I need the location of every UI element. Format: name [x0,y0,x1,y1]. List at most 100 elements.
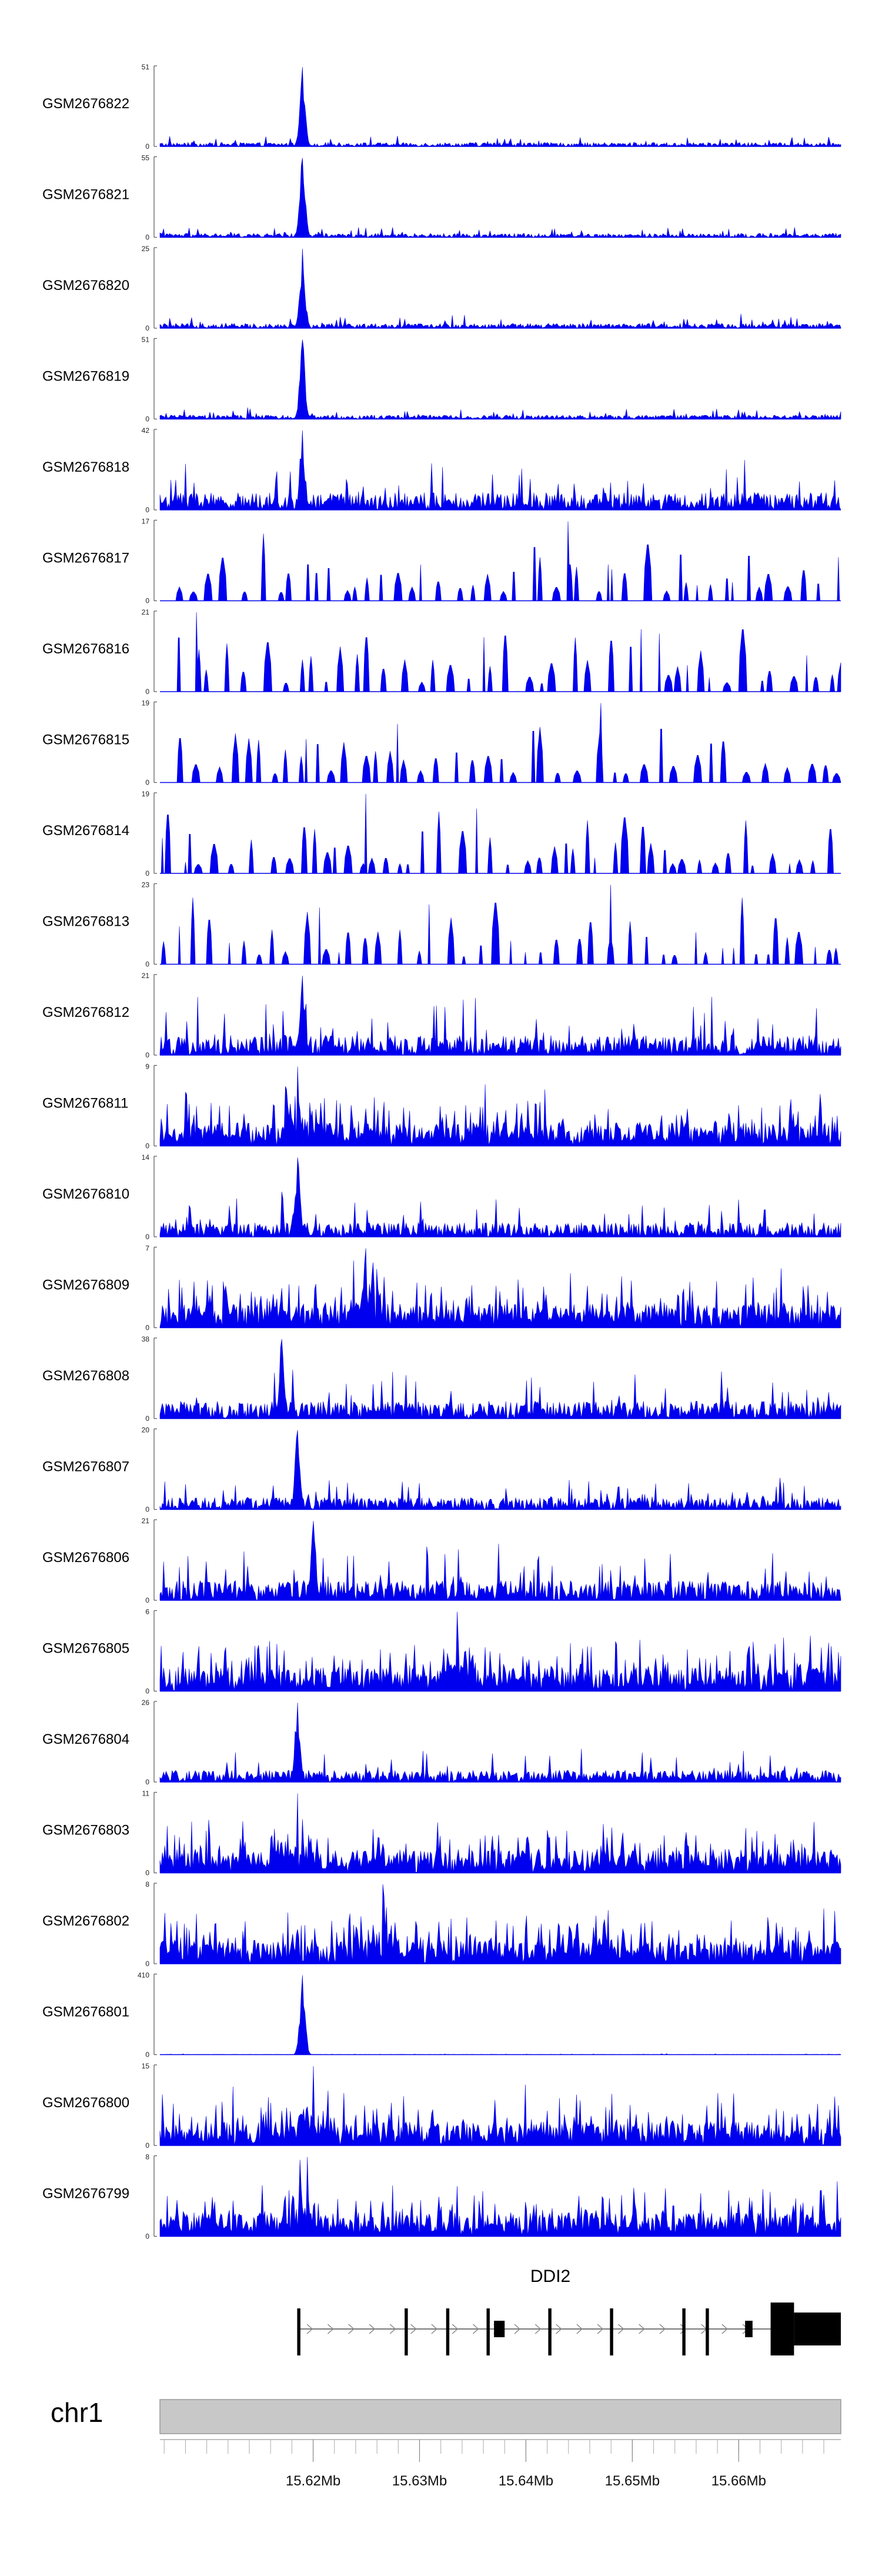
track-label: GSM2676818 [42,459,129,475]
strand-arrow [576,2324,583,2334]
track-label: GSM2676802 [42,1913,129,1929]
y-max-label: 8 [145,1880,149,1888]
track: GSM2676806 21 0 [42,1517,841,1604]
y-zero-label: 0 [145,597,149,605]
track-label: GSM2676807 [42,1459,129,1475]
track-label: GSM2676822 [42,96,129,112]
track: GSM2676810 14 0 [42,1153,841,1241]
y-max-label: 6 [145,1608,149,1616]
strand-arrow [721,2324,728,2334]
exon [706,2308,709,2355]
strand-arrow [514,2324,521,2334]
strand-arrow [617,2324,624,2334]
coverage-area [160,521,841,601]
track: GSM2676801 410 0 [42,1971,841,2059]
y-zero-label: 0 [145,142,149,151]
coverage-area [159,1157,841,1237]
y-zero-label: 0 [145,2051,149,2059]
tick-label: 15.64Mb [499,2473,553,2489]
exon [297,2308,300,2355]
exon [770,2303,794,2355]
y-max-label: 51 [142,336,150,344]
y-max-label: 410 [138,1971,149,1980]
strand-arrow [472,2324,479,2334]
strand-arrow [597,2324,604,2334]
y-zero-label: 0 [145,2233,149,2241]
track-label: GSM2676805 [42,1641,129,1657]
track-label: GSM2676800 [42,2095,129,2111]
track-label: GSM2676801 [42,2004,129,2020]
chromosome-band [159,2399,841,2434]
coverage-area [159,66,841,148]
strand-arrow [369,2324,376,2334]
track-label: GSM2676804 [42,1731,129,1747]
y-max-label: 8 [145,2153,149,2161]
track: GSM2676812 21 0 [42,972,841,1059]
track: GSM2676821 55 0 [42,154,841,242]
track: GSM2676815 19 0 [42,699,841,787]
track-label: GSM2676809 [42,1277,129,1293]
tick-label: 15.62Mb [286,2473,340,2489]
exon [610,2308,613,2355]
track: GSM2676813 23 0 [42,881,841,969]
y-zero-label: 0 [145,415,149,423]
y-zero-label: 0 [145,1051,149,1059]
y-zero-label: 0 [145,1960,149,1968]
y-max-label: 14 [142,1153,150,1162]
strand-arrow [556,2324,562,2334]
track-label: GSM2676808 [42,1368,129,1384]
coverage-area [160,703,841,783]
coverage-area [160,885,841,965]
y-max-label: 23 [142,881,150,889]
strand-arrow [389,2324,396,2334]
track-label: GSM2676810 [42,1186,129,1202]
strand-arrow [680,2324,687,2334]
y-zero-label: 0 [145,506,149,514]
coverage-area [159,1702,841,1783]
strand-arrow [327,2324,334,2334]
y-max-label: 21 [142,608,150,616]
track-label: GSM2676815 [42,732,129,748]
track: GSM2676819 51 0 [42,336,841,423]
y-zero-label: 0 [145,688,149,696]
tick-label: 15.63Mb [392,2473,447,2489]
y-max-label: 19 [142,699,150,708]
track-label: GSM2676799 [42,2186,129,2202]
track-label: GSM2676813 [42,914,129,930]
coverage-area [159,975,841,1056]
exon [486,2308,490,2355]
track: GSM2676800 15 0 [42,2062,841,2150]
y-zero-label: 0 [145,1778,149,1786]
tick-label: 15.65Mb [605,2473,660,2489]
track: GSM2676809 7 0 [42,1244,841,1332]
exon [794,2313,841,2345]
track: GSM2676820 25 0 [42,245,841,332]
track-label: GSM2676816 [42,641,129,657]
chromosome-label: chr1 [51,2397,103,2428]
coverage-area [160,793,841,874]
y-max-label: 55 [142,154,150,162]
coverage-area [159,1975,841,2055]
track-label: GSM2676803 [42,1823,129,1838]
coverage-area [159,1884,841,1964]
track: GSM2676807 20 0 [42,1426,841,1514]
track: GSM2676811 9 0 [42,1063,841,1150]
y-zero-label: 0 [145,2141,149,2150]
y-max-label: 51 [142,63,150,71]
coverage-tracks: GSM2676822510GSM2676821550GSM2676820250G… [42,63,841,2241]
track: GSM2676814 19 0 [42,790,841,877]
y-zero-label: 0 [145,869,149,877]
y-zero-label: 0 [145,960,149,969]
y-zero-label: 0 [145,1142,149,1150]
y-max-label: 26 [142,1699,150,1707]
y-zero-label: 0 [145,233,149,242]
y-max-label: 11 [142,1790,150,1798]
chromosome-axis: chr1 15.62Mb 15.63Mb 15.64Mb 15.65Mb 15.66Mb [51,2397,841,2489]
y-max-label: 15 [142,2062,150,2070]
track-label: GSM2676819 [42,369,129,385]
y-max-label: 17 [142,518,150,526]
y-max-label: 25 [142,245,150,253]
track-label: GSM2676806 [42,1550,129,1566]
strand-arrow [431,2324,437,2334]
